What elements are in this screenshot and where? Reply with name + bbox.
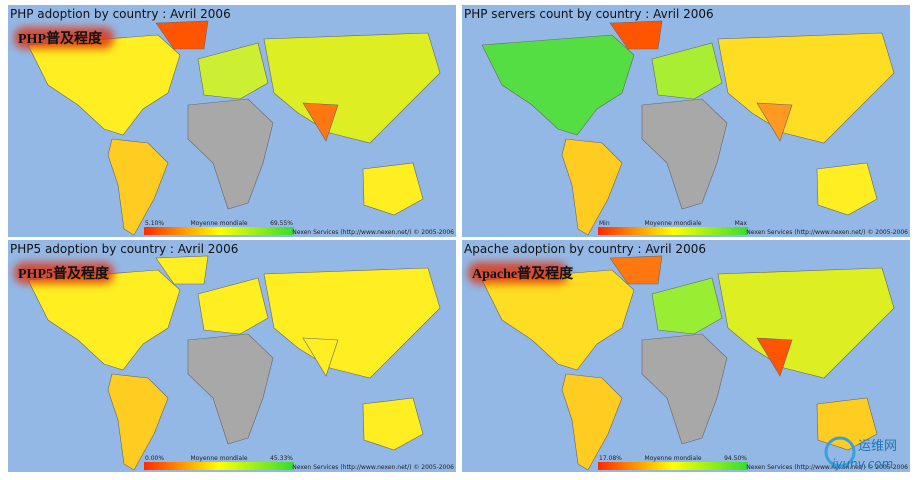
landmass — [107, 373, 169, 471]
landmass — [107, 138, 169, 236]
map-title: Apache adoption by country : Avril 2006 — [464, 242, 706, 256]
landmass — [756, 102, 793, 142]
map-title: PHP servers count by country : Avril 200… — [464, 7, 714, 21]
landmass — [717, 32, 895, 144]
legend-bar — [144, 462, 294, 470]
map-panel: Apache adoption by country : Avril 2006 A… — [462, 240, 910, 472]
credit: Nexen Services (http://www.nexen.net/) ©… — [746, 464, 908, 471]
landmass — [263, 267, 441, 379]
watermark-url: iyunv.com — [832, 457, 893, 471]
landmass — [362, 162, 424, 216]
legend-bar — [598, 227, 748, 235]
watermark-logo — [824, 436, 856, 468]
landmass — [641, 98, 728, 210]
landmass — [641, 333, 728, 445]
map-panel: PHP servers count by country : Avril 200… — [462, 5, 910, 237]
landmass — [27, 269, 181, 371]
overlay-label: PHP普及程度 — [18, 30, 103, 47]
legend-max: 69.55% — [270, 220, 293, 227]
landmass — [187, 333, 274, 445]
legend-bar — [144, 227, 294, 235]
landmass — [717, 267, 895, 379]
legend-min: 5.10% — [145, 220, 164, 227]
landmass — [756, 337, 793, 377]
landmass — [302, 102, 339, 142]
overlay-glow — [14, 262, 114, 284]
landmass — [651, 42, 723, 100]
watermark-name: 运维网 — [858, 439, 897, 454]
landmass — [197, 42, 269, 100]
landmass — [302, 337, 339, 377]
legend-mid: Moyenne mondiale — [644, 455, 701, 462]
legend-bar — [598, 462, 748, 470]
landmass — [187, 98, 274, 210]
landmass — [816, 162, 878, 216]
overlay-glow — [468, 262, 568, 284]
landmass — [561, 138, 623, 236]
landmass — [197, 277, 269, 335]
landmass — [155, 255, 209, 285]
legend-max: 94.50% — [724, 455, 747, 462]
legend-max: 45.33% — [270, 455, 293, 462]
landmass — [481, 34, 635, 136]
landmass — [481, 269, 635, 371]
map-title: PHP5 adoption by country : Avril 2006 — [10, 242, 238, 256]
landmass — [561, 373, 623, 471]
credit: Nexen Services (http://www.nexen.net/) ©… — [292, 229, 454, 236]
landmass — [651, 277, 723, 335]
landmass — [155, 20, 209, 50]
legend-mid: Moyenne mondiale — [190, 455, 247, 462]
landmass — [609, 20, 663, 50]
map-title: PHP adoption by country : Avril 2006 — [10, 7, 231, 21]
watermark: 运维网 iyunv.com — [824, 436, 897, 471]
landmass — [362, 397, 424, 451]
world-map — [481, 20, 895, 236]
landmass — [816, 397, 878, 451]
map-panel: PHP5 adoption by country : Avril 2006 PHP… — [8, 240, 456, 472]
legend-min: Min — [599, 220, 610, 227]
legend-min: 17.08% — [599, 455, 622, 462]
world-map — [27, 20, 441, 236]
map-panel: PHP adoption by country : Avril 2006 PHP普… — [8, 5, 456, 237]
landmass — [609, 255, 663, 285]
credit: Nexen Services (http://www.nexen.net/) ©… — [292, 464, 454, 471]
overlay-label: PHP5普及程度 — [18, 265, 110, 282]
landmass — [263, 32, 441, 144]
landmass — [27, 34, 181, 136]
world-map — [27, 255, 441, 471]
credit: Nexen Services (http://www.nexen.net/) ©… — [746, 229, 908, 236]
world-map — [481, 255, 895, 471]
legend-max: Max — [735, 220, 748, 227]
legend-mid: Moyenne mondiale — [190, 220, 247, 227]
legend-mid: Moyenne mondiale — [644, 220, 701, 227]
overlay-glow — [14, 27, 114, 49]
legend-min: 0.00% — [145, 455, 164, 462]
overlay-label: Apache普及程度 — [472, 265, 574, 282]
